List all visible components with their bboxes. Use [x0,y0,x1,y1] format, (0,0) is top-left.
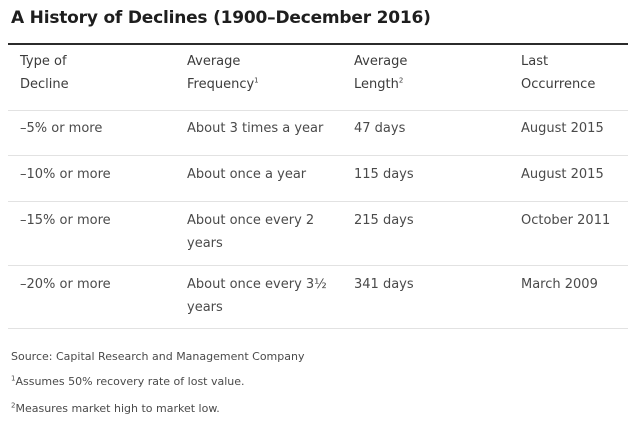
footnote-2-text: Measures market high to market low. [15,402,220,415]
header-type-of-decline: Type of Decline [20,50,180,96]
header-average-frequency: Average Frequency1 [187,50,347,96]
header-type-line2: Decline [20,77,69,92]
source-note: Source: Capital Research and Management … [11,350,305,363]
cell-frequency: About 3 times a year [187,121,324,136]
cell-frequency: About once every 3½ years [187,277,327,315]
table-row: –20% or more About once every 3½ years 3… [8,273,628,323]
cell-length: 115 days [354,167,414,182]
row-divider [8,201,628,202]
header-average-length: Average Length2 [354,50,514,96]
cell-decline: –5% or more [20,121,103,136]
cell-decline: –10% or more [20,167,111,182]
footnote-1-text: Assumes 50% recovery rate of lost value. [15,375,245,388]
row-divider [8,328,628,329]
table-top-rule [8,43,628,45]
cell-frequency: About once every 2 years [187,213,315,251]
table-header-row: Type of Decline Average Frequency1 Avera… [8,50,628,104]
row-divider [8,155,628,156]
footnote-2-marker: 2 [11,401,16,410]
cell-decline: –15% or more [20,213,111,228]
table-row: –10% or more About once a year 115 days … [8,163,628,193]
footnote-marker-2: 2 [398,76,404,85]
header-frequency-line1: Average [187,54,241,69]
cell-length: 341 days [354,277,414,292]
page-title: A History of Declines (1900–December 201… [11,8,431,28]
row-divider [8,110,628,111]
cell-decline: –20% or more [20,277,111,292]
header-frequency-line2: Frequency [187,77,255,92]
footnote-marker-1: 1 [254,76,259,85]
footnote-1-marker: 1 [11,374,16,383]
cell-length: 215 days [354,213,414,228]
header-last-occurrence: Last Occurrence [521,50,628,96]
table-row: –5% or more About 3 times a year 47 days… [8,117,628,147]
cell-frequency: About once a year [187,167,307,182]
table-row: –15% or more About once every 2 years 21… [8,209,628,259]
header-last-line2: Occurrence [521,77,596,92]
cell-last-occurrence: October 2011 [521,213,611,228]
header-type-line1: Type of [20,54,67,69]
cell-last-occurrence: August 2015 [521,121,604,136]
cell-length: 47 days [354,121,406,136]
header-length-line1: Average [354,54,408,69]
footnote-1: 1Assumes 50% recovery rate of lost value… [11,375,245,388]
row-divider [8,265,628,266]
header-last-line1: Last [521,54,549,69]
footnote-2: 2Measures market high to market low. [11,402,220,415]
cell-last-occurrence: March 2009 [521,277,598,292]
header-length-line2: Length [354,77,399,92]
cell-last-occurrence: August 2015 [521,167,604,182]
